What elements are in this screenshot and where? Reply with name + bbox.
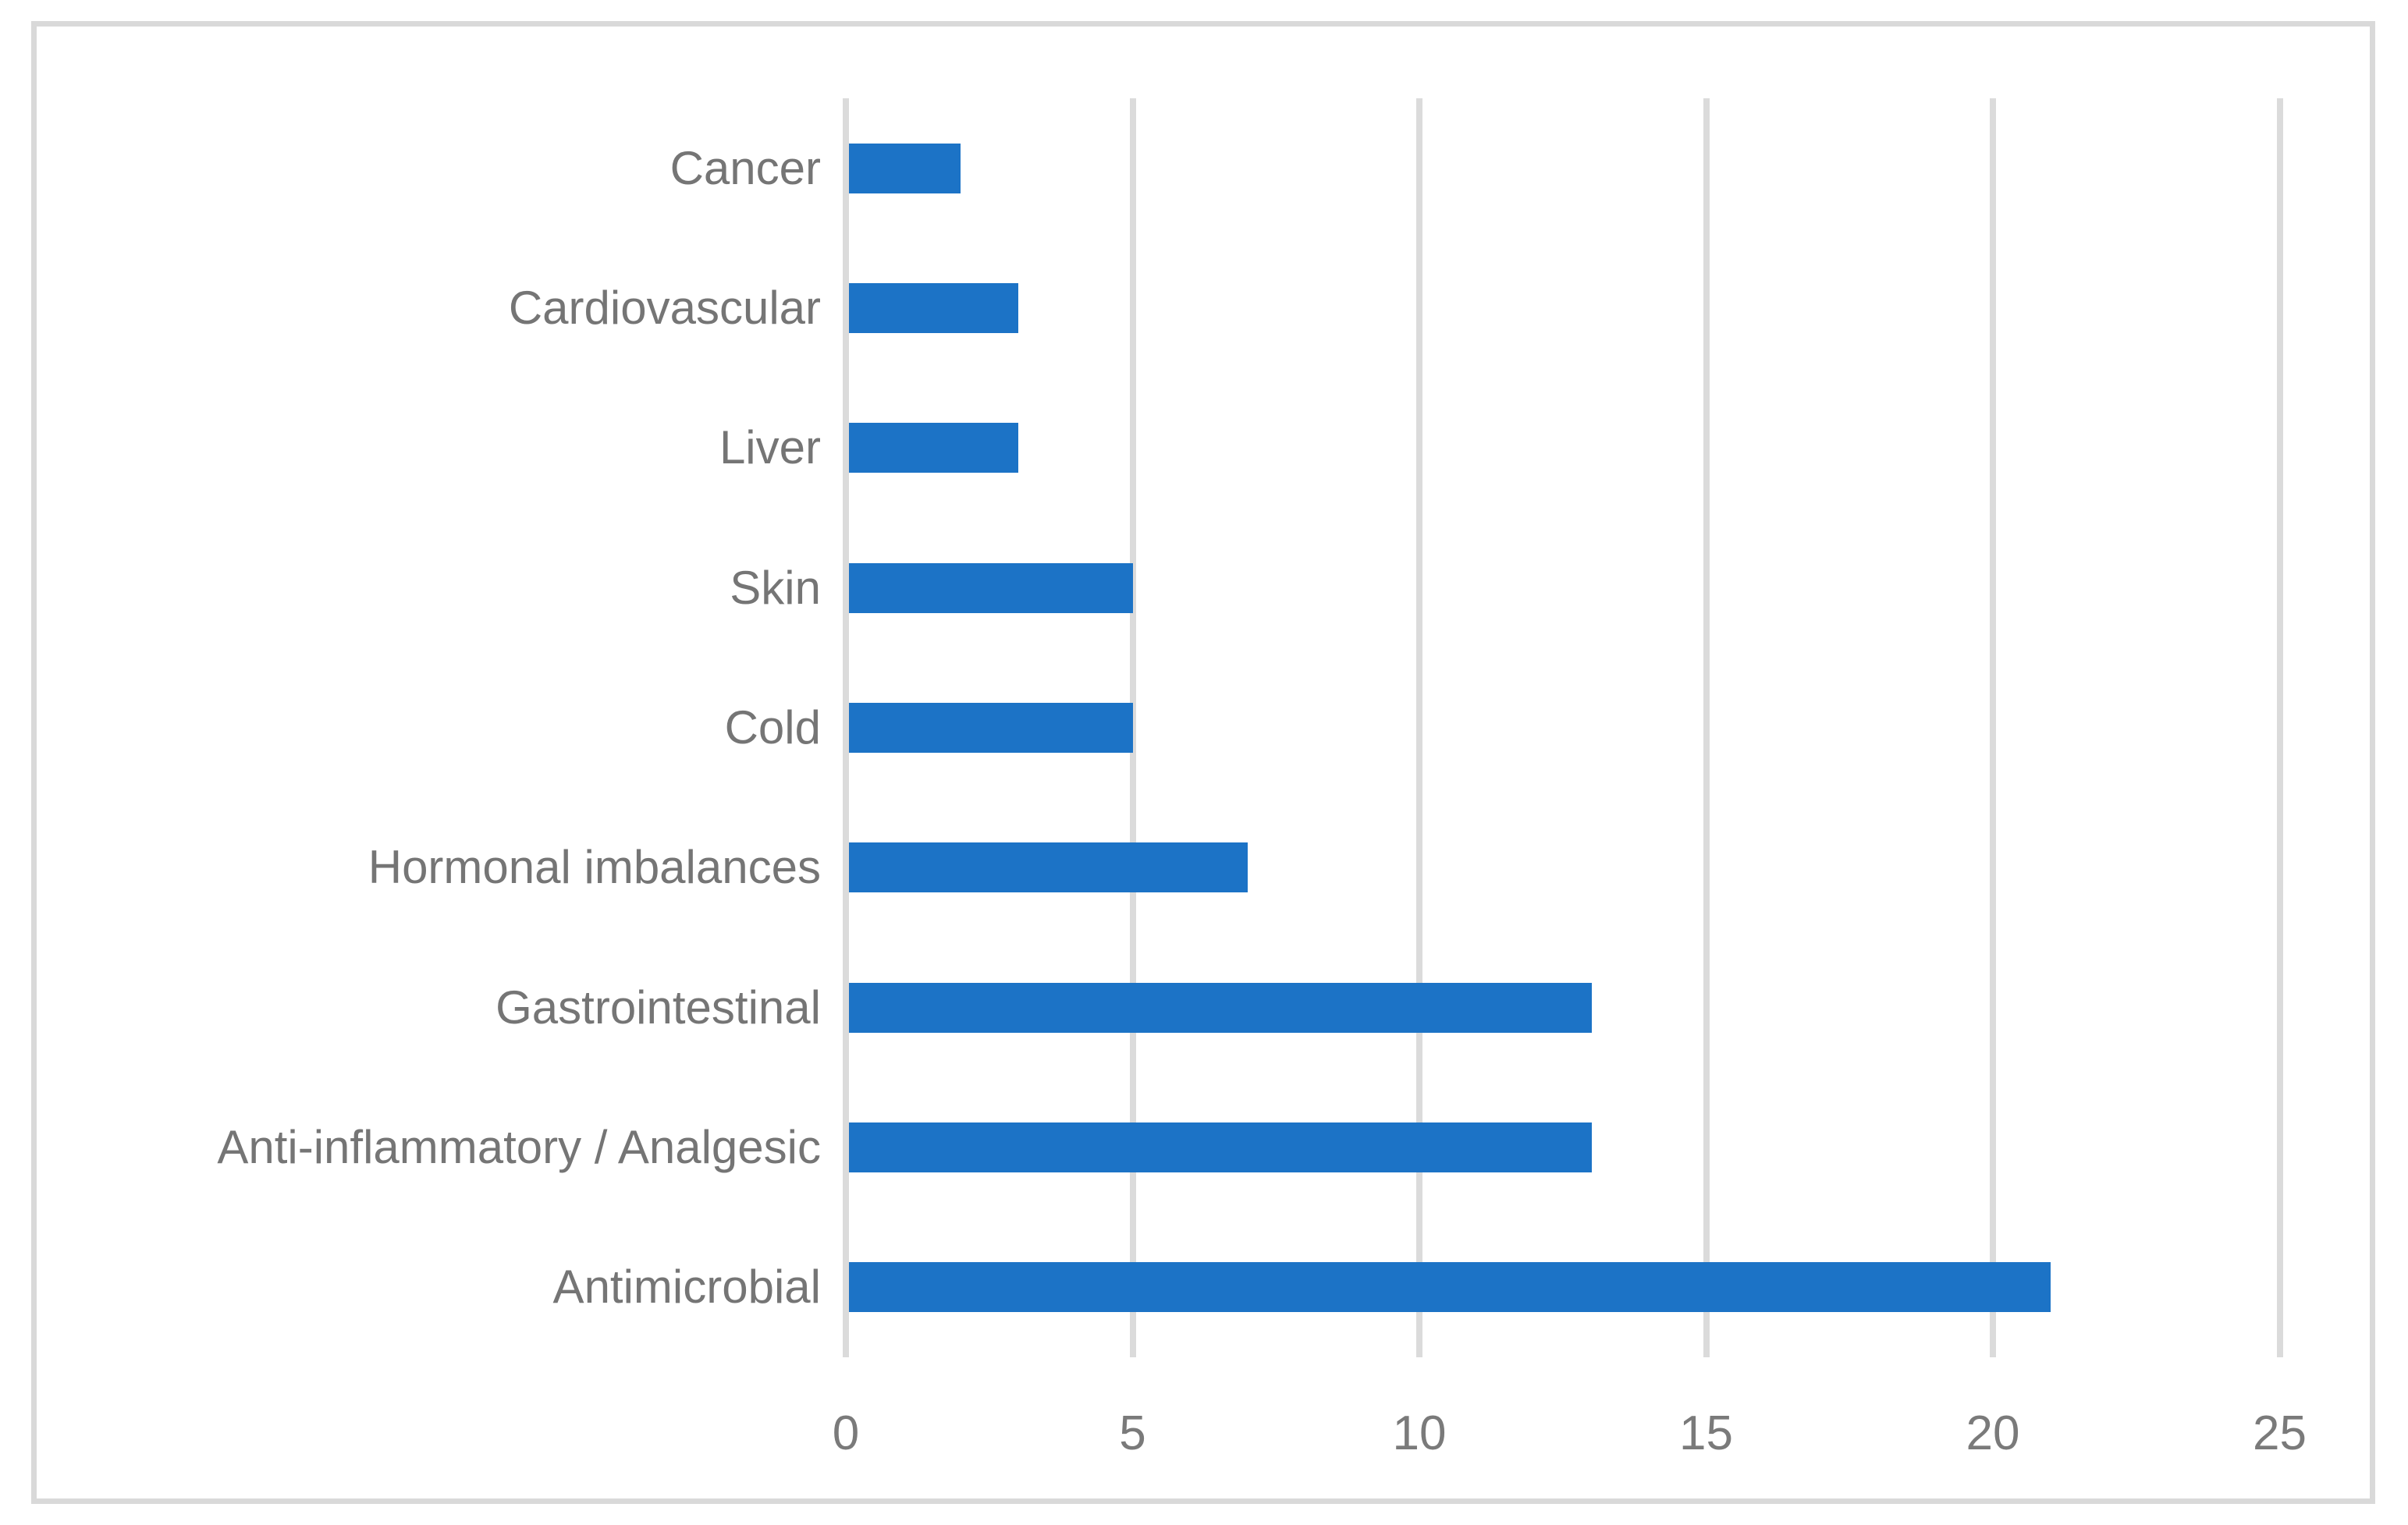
category-label-anti-inflammatory-analgesic: Anti-inflammatory / Analgesic	[217, 1121, 821, 1173]
bar-cold	[849, 703, 1133, 753]
category-label-hormonal-imbalances: Hormonal imbalances	[368, 841, 821, 894]
tick-label-20: 20	[1966, 1406, 2020, 1460]
category-label-cold: Cold	[724, 701, 821, 754]
bar-hormonal-imbalances	[849, 842, 1248, 893]
tick-label-10: 10	[1392, 1406, 1447, 1460]
gridline-x-25	[2276, 98, 2283, 1357]
category-label-gastrointestinal: Gastrointestinal	[495, 981, 821, 1034]
category-label-liver: Liver	[719, 421, 821, 474]
category-label-skin: Skin	[730, 561, 821, 614]
tick-label-5: 5	[1119, 1406, 1146, 1460]
category-label-antimicrobial: Antimicrobial	[552, 1261, 821, 1314]
bar-antimicrobial	[849, 1262, 2051, 1313]
bar-cardiovascular	[849, 283, 1018, 333]
chart-frame: Cancer Cardiovascular Liver Skin Cold Hormona…	[31, 21, 2375, 1504]
bar-gastrointestinal	[849, 982, 1592, 1033]
gridline-x-20	[1990, 98, 1996, 1357]
bar-anti-inflammatory-analgesic	[849, 1122, 1592, 1172]
bar-skin	[849, 562, 1133, 613]
bar-cancer	[849, 143, 961, 193]
gridline-x-5	[1129, 98, 1136, 1357]
category-label-cancer: Cancer	[669, 141, 821, 194]
gridline-x-10	[1416, 98, 1422, 1357]
category-label-cardiovascular: Cardiovascular	[508, 282, 821, 334]
gridline-x-0	[843, 98, 849, 1357]
gridline-x-15	[1703, 98, 1710, 1357]
tick-label-15: 15	[1679, 1406, 1733, 1460]
tick-label-0: 0	[832, 1406, 860, 1460]
bar-liver	[849, 423, 1018, 473]
tick-label-25: 25	[2253, 1406, 2307, 1460]
